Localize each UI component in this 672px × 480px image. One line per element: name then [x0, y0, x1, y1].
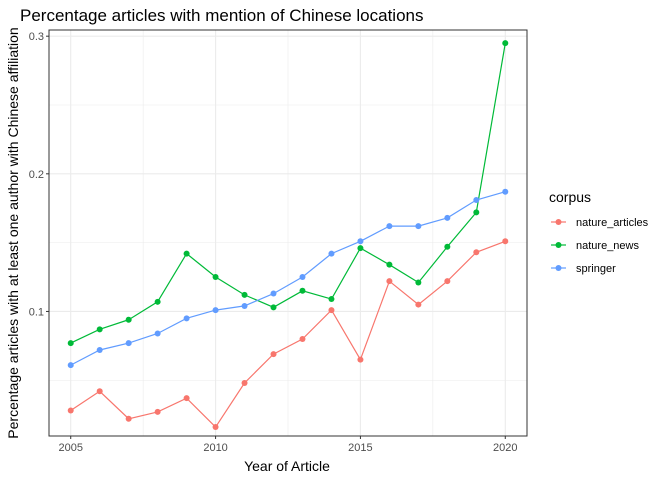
data-point-springer [444, 214, 451, 221]
data-point-springer [125, 340, 132, 347]
data-point-nature_news [270, 304, 277, 311]
data-point-springer [502, 188, 509, 195]
data-point-springer [415, 223, 422, 230]
data-point-nature_articles [183, 395, 190, 402]
data-point-nature_articles [328, 307, 335, 314]
legend-key-point-springer [555, 265, 562, 271]
data-point-nature_articles [96, 388, 103, 395]
data-point-springer [386, 223, 393, 230]
series-line-nature_articles [70, 240, 506, 429]
data-point-nature_news [212, 274, 219, 281]
data-point-nature_news [415, 279, 422, 286]
data-point-nature_articles [241, 380, 248, 387]
series-layer [67, 40, 509, 431]
data-point-nature_news [502, 40, 509, 47]
data-point-nature_news [386, 261, 393, 268]
data-point-nature_articles [473, 249, 480, 256]
data-point-springer [183, 315, 190, 322]
data-point-nature_articles [154, 408, 161, 415]
data-point-nature_articles [270, 351, 277, 358]
y-axis: 0.1 0.2 0.3 [29, 31, 49, 318]
x-axis: 2005 2010 2015 2020 [58, 436, 518, 454]
data-point-nature_articles [502, 238, 509, 245]
data-point-nature_news [183, 250, 190, 257]
y-tick-label: 0.2 [29, 169, 44, 181]
data-point-springer [67, 362, 74, 369]
data-point-nature_articles [415, 301, 422, 308]
data-point-nature_news [328, 296, 335, 303]
y-tick-label: 0.1 [29, 306, 44, 318]
data-point-nature_news [241, 291, 248, 298]
y-axis-title: Percentage articles with at least one au… [5, 27, 21, 438]
x-tick-label: 2015 [348, 442, 372, 454]
data-point-nature_news [154, 298, 161, 305]
data-point-nature_articles [212, 424, 219, 431]
data-point-nature_articles [357, 356, 364, 363]
data-point-nature_news [357, 245, 364, 252]
legend-label-springer: springer [576, 263, 616, 275]
data-point-nature_news [299, 287, 306, 294]
legend: nature_articles nature_news springer [551, 217, 649, 275]
data-point-nature_news [125, 316, 132, 323]
y-tick-label: 0.3 [29, 31, 44, 43]
data-point-nature_articles [125, 415, 132, 422]
data-point-springer [154, 330, 161, 337]
series-line-nature_news [70, 42, 506, 344]
data-point-springer [357, 238, 364, 245]
data-point-springer [299, 274, 306, 281]
data-point-springer [328, 250, 335, 257]
legend-title: corpus [549, 189, 591, 205]
data-point-nature_news [67, 340, 74, 347]
data-point-springer [212, 307, 219, 314]
data-point-springer [270, 290, 277, 297]
major-gridlines [49, 30, 527, 436]
x-tick-label: 2010 [203, 442, 227, 454]
legend-label-nature_articles: nature_articles [576, 217, 649, 229]
data-point-nature_articles [444, 278, 451, 285]
plot-border [48, 29, 528, 437]
x-tick-label: 2020 [493, 442, 517, 454]
data-point-nature_articles [386, 278, 393, 285]
data-point-nature_news [96, 326, 103, 333]
x-axis-title: Year of Article [244, 458, 330, 474]
minor-gridlines [49, 30, 527, 436]
data-point-springer [96, 346, 103, 353]
data-point-nature_news [444, 243, 451, 250]
data-point-nature_articles [67, 407, 74, 414]
chart-title: Percentage articles with mention of Chin… [20, 6, 424, 25]
legend-key-point-nature_news [555, 242, 562, 248]
data-point-nature_news [473, 209, 480, 216]
data-point-springer [241, 302, 248, 309]
legend-label-nature_news: nature_news [576, 240, 639, 252]
data-point-springer [473, 196, 480, 203]
series-line-springer [70, 191, 506, 366]
x-tick-label: 2005 [58, 442, 82, 454]
legend-key-point-nature_articles [555, 219, 562, 225]
data-point-nature_articles [299, 335, 306, 342]
